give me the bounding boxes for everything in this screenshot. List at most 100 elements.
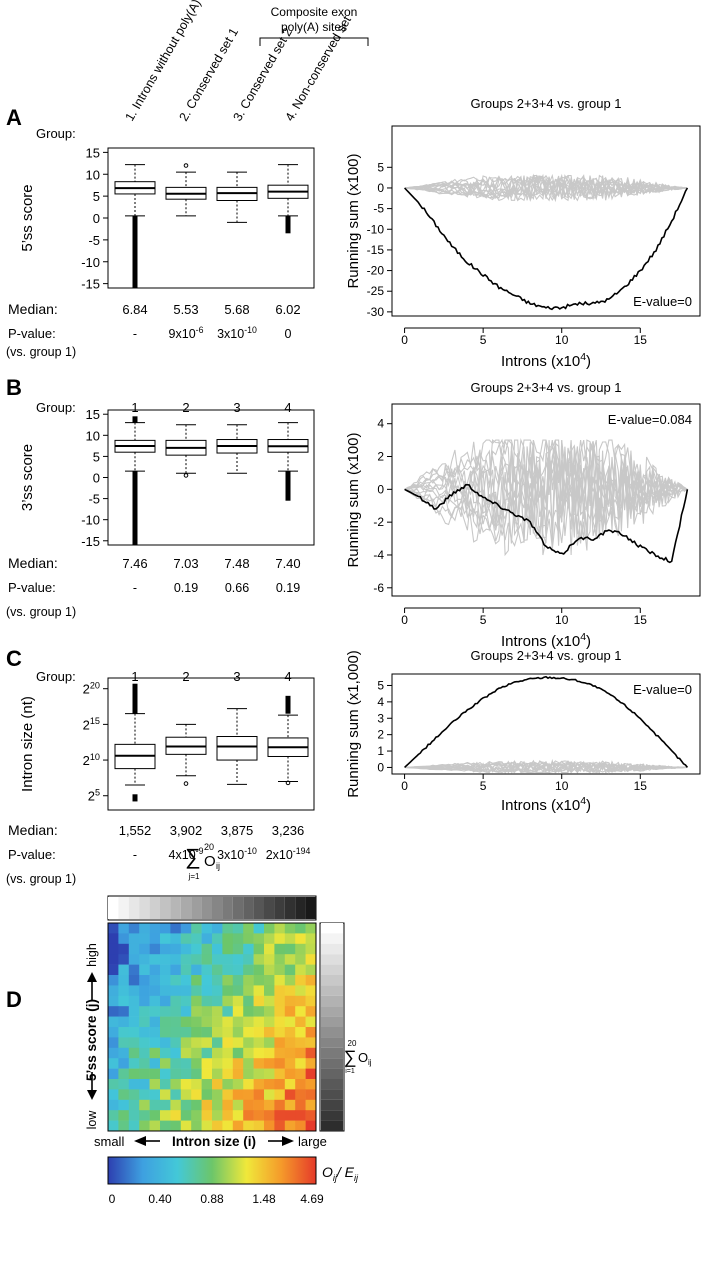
y-high-label: high — [85, 943, 99, 967]
heatmap-cell — [160, 954, 171, 965]
right-marginal-cell — [321, 985, 343, 996]
heatmap-cell — [149, 1068, 161, 1080]
y-tick-label: 0 — [93, 211, 100, 226]
heatmap-cell — [201, 1016, 213, 1028]
heatmap-cell — [118, 985, 130, 997]
color-scale-bar — [107, 1156, 317, 1185]
heatmap-cell — [232, 975, 244, 986]
y-arrow-down-head — [87, 1090, 97, 1100]
group-label: Group: — [36, 400, 76, 415]
heatmap-cell — [201, 975, 213, 986]
heatmap-cell — [243, 954, 254, 965]
x-arrow-right-head — [282, 1136, 294, 1146]
heatmap-cell — [139, 975, 150, 986]
outlier-cluster — [285, 215, 291, 234]
heatmap-cell — [274, 943, 286, 955]
heatmap-cell — [274, 1047, 286, 1059]
heatmap-cell — [139, 954, 150, 965]
heatmap-cell — [191, 1058, 202, 1069]
heatmap-cell — [212, 1006, 223, 1017]
heatmap-cell — [139, 1047, 150, 1059]
heatmap-cell — [212, 923, 223, 934]
heatmap-cell — [108, 1058, 119, 1069]
heatmap-cell — [274, 954, 286, 965]
heatmap-cell — [108, 1079, 119, 1090]
y-tick-label: -15 — [367, 243, 385, 257]
heatmap-cell — [118, 964, 130, 976]
group-number: 1 — [131, 669, 138, 684]
y-tick-label: 5 — [377, 678, 384, 692]
heatmap-cell — [243, 1120, 254, 1132]
heatmap-cell — [284, 1016, 296, 1028]
heatmap-cell — [243, 964, 254, 976]
heatmap-cell — [128, 1079, 140, 1090]
x-tick-label: 15 — [634, 333, 648, 347]
heatmap-cell — [284, 1120, 296, 1132]
line-chart-title: Groups 2+3+4 vs. group 1 — [470, 96, 621, 111]
heatmap-cell — [212, 1058, 223, 1069]
background-series — [404, 451, 688, 529]
top-marginal-cell — [128, 897, 140, 919]
heatmap-cell — [160, 985, 171, 997]
heatmap-cell — [160, 943, 171, 955]
heatmap-cell — [201, 1079, 213, 1090]
median-value: 7.03 — [173, 556, 198, 571]
heatmap-cell — [305, 1110, 317, 1121]
top-marginal-cell — [305, 897, 316, 919]
heatmap-cell — [264, 1089, 275, 1101]
heatmap-cell — [128, 1110, 140, 1121]
heatmap-cell — [264, 1110, 275, 1121]
heatmap-cell — [201, 1089, 213, 1101]
heatmap-cell — [191, 923, 202, 934]
y-tick-label: 2 — [377, 450, 384, 464]
heatmap-cell — [212, 1068, 223, 1080]
heatmap-cell — [160, 1120, 171, 1132]
heatmap-cell — [191, 1047, 202, 1059]
outlier-cluster — [132, 215, 138, 288]
heatmap-cell — [128, 985, 140, 997]
pvalue: - — [133, 581, 137, 595]
y-axis-title: 5’ss score (j) — [84, 999, 99, 1081]
heatmap-cell — [284, 1089, 296, 1101]
median-value: 7.48 — [224, 556, 249, 571]
y-axis-label: Intron size (nt) — [19, 696, 36, 792]
heatmap-cell — [139, 1079, 150, 1090]
median-value: 5.53 — [173, 302, 198, 317]
heatmap-cell — [253, 1006, 265, 1017]
sum-symbol-right: ∑ — [344, 1047, 357, 1067]
heatmap-cell — [170, 923, 182, 934]
box-frame — [107, 409, 315, 546]
heatmap-cell — [212, 954, 223, 965]
heatmap-cell — [305, 964, 317, 976]
heatmap-cell — [274, 1089, 286, 1101]
top-marginal-cell — [295, 897, 306, 919]
heatmap-cell — [295, 1068, 306, 1080]
heatmap-cell — [222, 1016, 234, 1028]
heatmap-cell — [274, 1068, 286, 1080]
heatmap-cell — [170, 1068, 182, 1080]
median-label: Median: — [8, 822, 58, 838]
heatmap-cell — [305, 1006, 317, 1017]
y-tick-label: 1 — [377, 744, 384, 758]
heatmap-cell — [212, 1037, 223, 1049]
heatmap-cell — [108, 933, 119, 945]
heatmap-cell — [295, 975, 306, 986]
heatmap-cell — [139, 1089, 150, 1101]
y-low-label: low — [85, 1110, 99, 1130]
right-marginal-cell — [321, 933, 343, 944]
heatmap-cell — [170, 1058, 182, 1069]
heatmap-cell — [212, 933, 223, 945]
x-tick-label: 0 — [401, 333, 408, 347]
heatmap-cell — [149, 954, 161, 965]
heatmap-cell — [201, 1120, 213, 1132]
heatmap-cell — [212, 1110, 223, 1121]
heatmap-cell — [118, 923, 130, 934]
y-tick-label: 0 — [377, 760, 384, 774]
median-value: 3,236 — [272, 823, 305, 838]
y-tick-label: 0 — [93, 471, 100, 486]
heatmap-cell — [295, 943, 306, 955]
background-series — [404, 439, 688, 551]
heatmap-cell — [264, 1027, 275, 1038]
right-marginal-cell — [321, 1037, 343, 1048]
vs-label: (vs. group 1) — [6, 872, 76, 886]
